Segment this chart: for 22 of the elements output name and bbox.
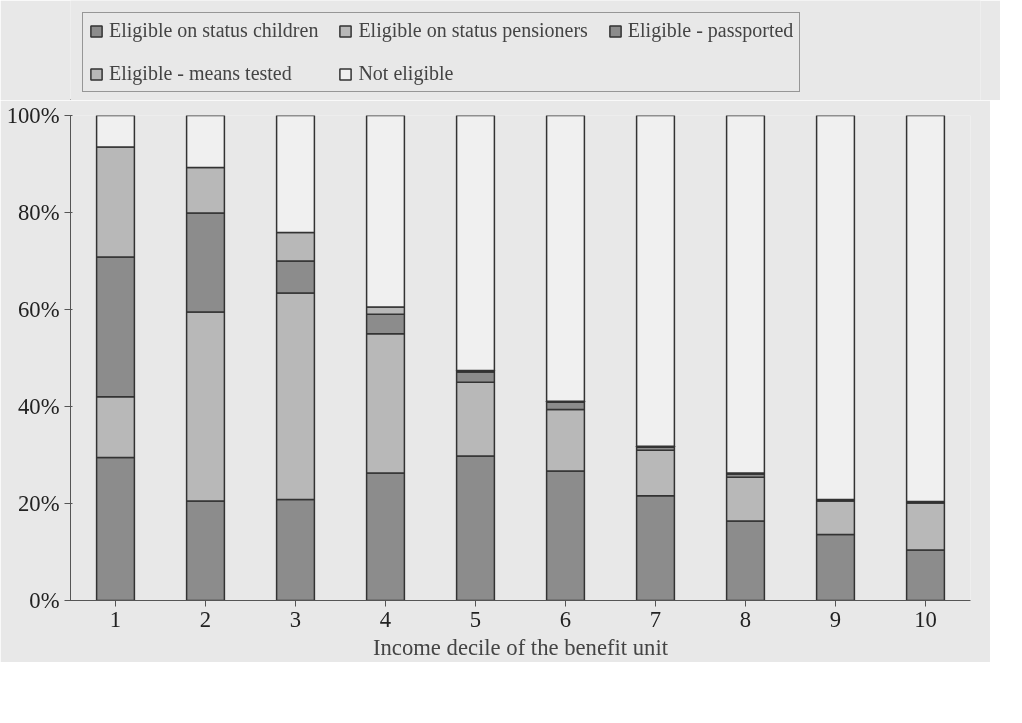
x-tick-label: 4 xyxy=(379,606,392,632)
x-tick-label: 8 xyxy=(739,606,752,632)
legend-label: Eligible on status children xyxy=(109,19,319,42)
x-tick-label: 9 xyxy=(829,606,842,632)
x-tick-label: 7 xyxy=(649,606,662,632)
legend-label: Eligible on status pensioners xyxy=(358,19,588,42)
x-tick-label: 5 xyxy=(469,606,482,632)
legend-label: Eligible - means tested xyxy=(109,62,292,85)
x-tick-label: 6 xyxy=(559,606,572,632)
y-tick-label: 20% xyxy=(17,491,60,516)
y-tick-label: 0% xyxy=(29,588,60,613)
legend-label: Eligible - passported xyxy=(627,19,794,42)
y-tick-label: 40% xyxy=(17,394,60,419)
y-tick-label: 100% xyxy=(6,103,60,128)
legend-label: Not eligible xyxy=(358,62,454,85)
y-tick-label: 60% xyxy=(17,297,60,322)
x-tick-label: 2 xyxy=(199,606,212,632)
x-tick-label: 10 xyxy=(914,606,937,632)
x-tick-label: 1 xyxy=(109,606,122,632)
x-tick-label: 3 xyxy=(289,606,302,632)
y-tick-label: 80% xyxy=(17,200,60,225)
x-axis-title: Income decile of the benefit unit xyxy=(372,634,669,660)
